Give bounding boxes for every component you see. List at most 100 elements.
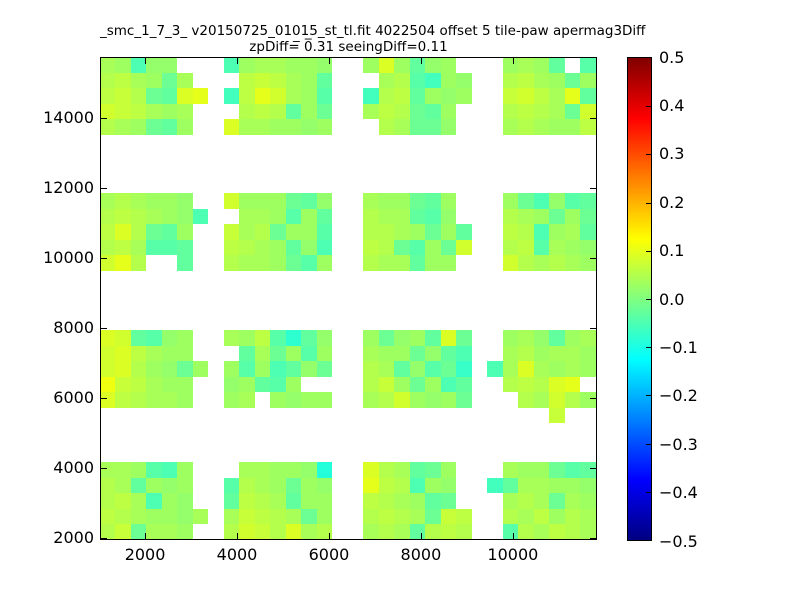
heatmap-cell xyxy=(441,240,456,255)
heatmap-cell xyxy=(503,224,518,240)
heatmap-cell xyxy=(270,462,286,478)
heatmap-cell xyxy=(115,224,131,240)
heatmap-cell xyxy=(441,524,456,539)
heatmap-cell xyxy=(162,104,177,119)
heatmap-cell xyxy=(115,361,131,377)
tick-mark xyxy=(590,117,596,119)
heatmap-cell xyxy=(503,377,518,392)
heatmap-cell xyxy=(487,478,503,493)
heatmap-cell xyxy=(146,224,162,240)
x-tick-label: 2000 xyxy=(124,545,166,564)
heatmap-cell xyxy=(549,346,565,361)
heatmap-cell xyxy=(379,509,394,524)
heatmap-cell xyxy=(146,392,162,408)
heatmap-cell xyxy=(565,209,580,224)
heatmap-cell xyxy=(270,88,286,104)
heatmap-cell xyxy=(286,88,301,104)
tick-mark xyxy=(590,327,596,329)
heatmap-cell xyxy=(239,73,255,88)
heatmap-cell xyxy=(146,193,162,209)
tick-mark xyxy=(101,467,107,469)
heatmap-cell xyxy=(580,88,596,104)
heatmap-cell xyxy=(580,104,596,119)
heatmap-cell xyxy=(534,119,549,135)
heatmap-cell xyxy=(518,346,534,361)
heatmap-cell xyxy=(115,493,131,509)
heatmap-cell xyxy=(255,524,270,539)
x-tick-label: 6000 xyxy=(308,545,350,564)
heatmap-cell xyxy=(301,209,317,224)
heatmap-cell xyxy=(224,58,239,73)
heatmap-cell xyxy=(270,392,286,408)
heatmap-cell xyxy=(580,119,596,135)
heatmap-cell xyxy=(193,361,208,377)
heatmap-cell xyxy=(503,493,518,509)
y-tick-label: 2000 xyxy=(53,528,94,548)
heatmap-cell xyxy=(565,88,580,104)
heatmap-cell xyxy=(286,462,301,478)
tick-mark xyxy=(590,467,596,469)
heatmap-cell xyxy=(239,58,255,73)
heatmap-cell xyxy=(534,346,549,361)
heatmap-cell xyxy=(301,104,317,119)
x-tick-label: 10000 xyxy=(487,545,539,564)
heatmap-cell xyxy=(518,73,534,88)
heatmap-cell xyxy=(580,509,596,524)
tick-mark xyxy=(590,397,596,399)
colorbar-tick-label: −0.1 xyxy=(659,337,698,357)
heatmap-cell xyxy=(394,240,410,255)
heatmap-cell xyxy=(363,361,379,377)
heatmap-cell xyxy=(518,330,534,346)
heatmap-cell xyxy=(146,58,162,73)
colorbar-tick-mark xyxy=(646,299,651,300)
heatmap-cell xyxy=(441,462,456,478)
heatmap-cell xyxy=(115,346,131,361)
heatmap-cell xyxy=(379,478,394,493)
heatmap-cell xyxy=(317,346,332,361)
heatmap-cell xyxy=(255,88,270,104)
heatmap-cell xyxy=(549,255,565,271)
heatmap-cell xyxy=(441,88,456,104)
heatmap-cell xyxy=(534,524,549,539)
heatmap-cell xyxy=(549,88,565,104)
heatmap-cell xyxy=(193,209,208,224)
heatmap-cell xyxy=(503,509,518,524)
heatmap-cell xyxy=(379,524,394,539)
y-tick-label: 12000 xyxy=(43,178,94,198)
heatmap-cell xyxy=(286,377,301,392)
heatmap-cell xyxy=(565,524,580,539)
heatmap-cell xyxy=(239,88,255,104)
heatmap-cell xyxy=(101,478,115,493)
heatmap-cell xyxy=(565,104,580,119)
heatmap-cell xyxy=(101,377,115,392)
heatmap-cell xyxy=(239,240,255,255)
heatmap-cell xyxy=(549,524,565,539)
heatmap-cell xyxy=(101,330,115,346)
heatmap-cell xyxy=(270,478,286,493)
tick-mark xyxy=(590,537,596,539)
heatmap-cell xyxy=(224,392,239,408)
heatmap-cell xyxy=(410,224,425,240)
heatmap-cell xyxy=(177,346,193,361)
heatmap-cell xyxy=(379,58,394,73)
heatmap-cell xyxy=(270,377,286,392)
heatmap-cell xyxy=(565,346,580,361)
heatmap-cell xyxy=(131,209,146,224)
heatmap-cell xyxy=(101,224,115,240)
heatmap-cell xyxy=(549,462,565,478)
plot-subtitle: zpDiff=̅ 0̅.31 seeingDiff=0.11 xyxy=(249,39,448,55)
heatmap-cell xyxy=(286,509,301,524)
heatmap-cell xyxy=(146,88,162,104)
tick-mark xyxy=(101,397,107,399)
heatmap-cell xyxy=(286,392,301,408)
tick-mark xyxy=(101,537,107,539)
heatmap-cell xyxy=(301,392,317,408)
heatmap-cell xyxy=(425,209,441,224)
heatmap-cell xyxy=(162,193,177,209)
heatmap-cell xyxy=(224,119,239,135)
heatmap-cell xyxy=(115,73,131,88)
heatmap-cell xyxy=(162,462,177,478)
colorbar-tick-mark xyxy=(646,492,651,493)
heatmap-cell xyxy=(379,462,394,478)
heatmap-cell xyxy=(580,493,596,509)
